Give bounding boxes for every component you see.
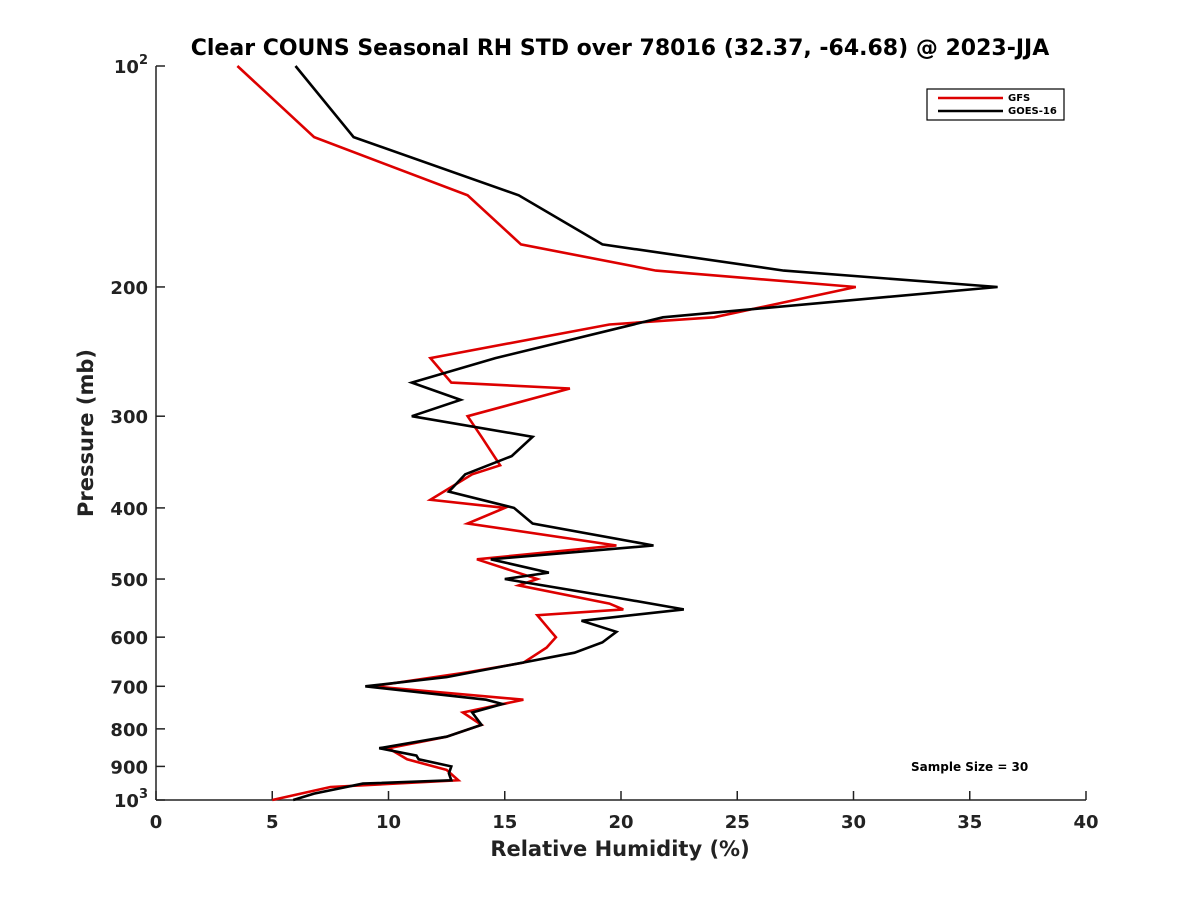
series-line-goes-16 bbox=[292, 65, 998, 802]
y-tick-label-900: 900 bbox=[110, 757, 148, 778]
series-line-gfs bbox=[236, 65, 857, 802]
x-tick-label-25: 25 bbox=[725, 812, 750, 833]
x-tick-label-40: 40 bbox=[1073, 812, 1098, 833]
x-tick-label-0: 0 bbox=[150, 812, 163, 833]
y-tick-label-600: 600 bbox=[110, 628, 148, 649]
chart-title: Clear COUNS Seasonal RH STD over 78016 (… bbox=[191, 36, 1050, 61]
x-tick-label-30: 30 bbox=[841, 812, 866, 833]
y-tick-label-1000: 103 bbox=[114, 787, 148, 812]
legend-box bbox=[926, 88, 1065, 121]
x-tick-label-10: 10 bbox=[376, 812, 401, 833]
x-tick-label-35: 35 bbox=[957, 812, 982, 833]
legend-label-goes-16: GOES-16 bbox=[1008, 106, 1057, 117]
y-tick-label-200: 200 bbox=[110, 278, 148, 299]
plot-area: 0 5 10 15 20 25 30 35 40 102 200 300 400 500 600 700 800… bbox=[110, 53, 1098, 833]
y-tick-label-100: 102 bbox=[114, 53, 148, 78]
y-tick-label-300: 300 bbox=[110, 407, 148, 428]
y-tick-label-500: 500 bbox=[110, 570, 148, 591]
y-tick-label-800: 800 bbox=[110, 720, 148, 741]
x-axis-label: Relative Humidity (%) bbox=[490, 837, 749, 861]
sample-size-annotation: Sample Size = 30 bbox=[911, 760, 1028, 774]
x-tick-label-15: 15 bbox=[492, 812, 517, 833]
legend-label-gfs: GFS bbox=[1008, 93, 1030, 104]
y-tick-label-400: 400 bbox=[110, 499, 148, 520]
x-tick-label-20: 20 bbox=[608, 812, 633, 833]
y-tick-label-700: 700 bbox=[110, 677, 148, 698]
y-axis-label: Pressure (mb) bbox=[74, 349, 98, 517]
legend: GFS GOES-16 bbox=[926, 88, 1065, 121]
x-tick-label-5: 5 bbox=[266, 812, 279, 833]
